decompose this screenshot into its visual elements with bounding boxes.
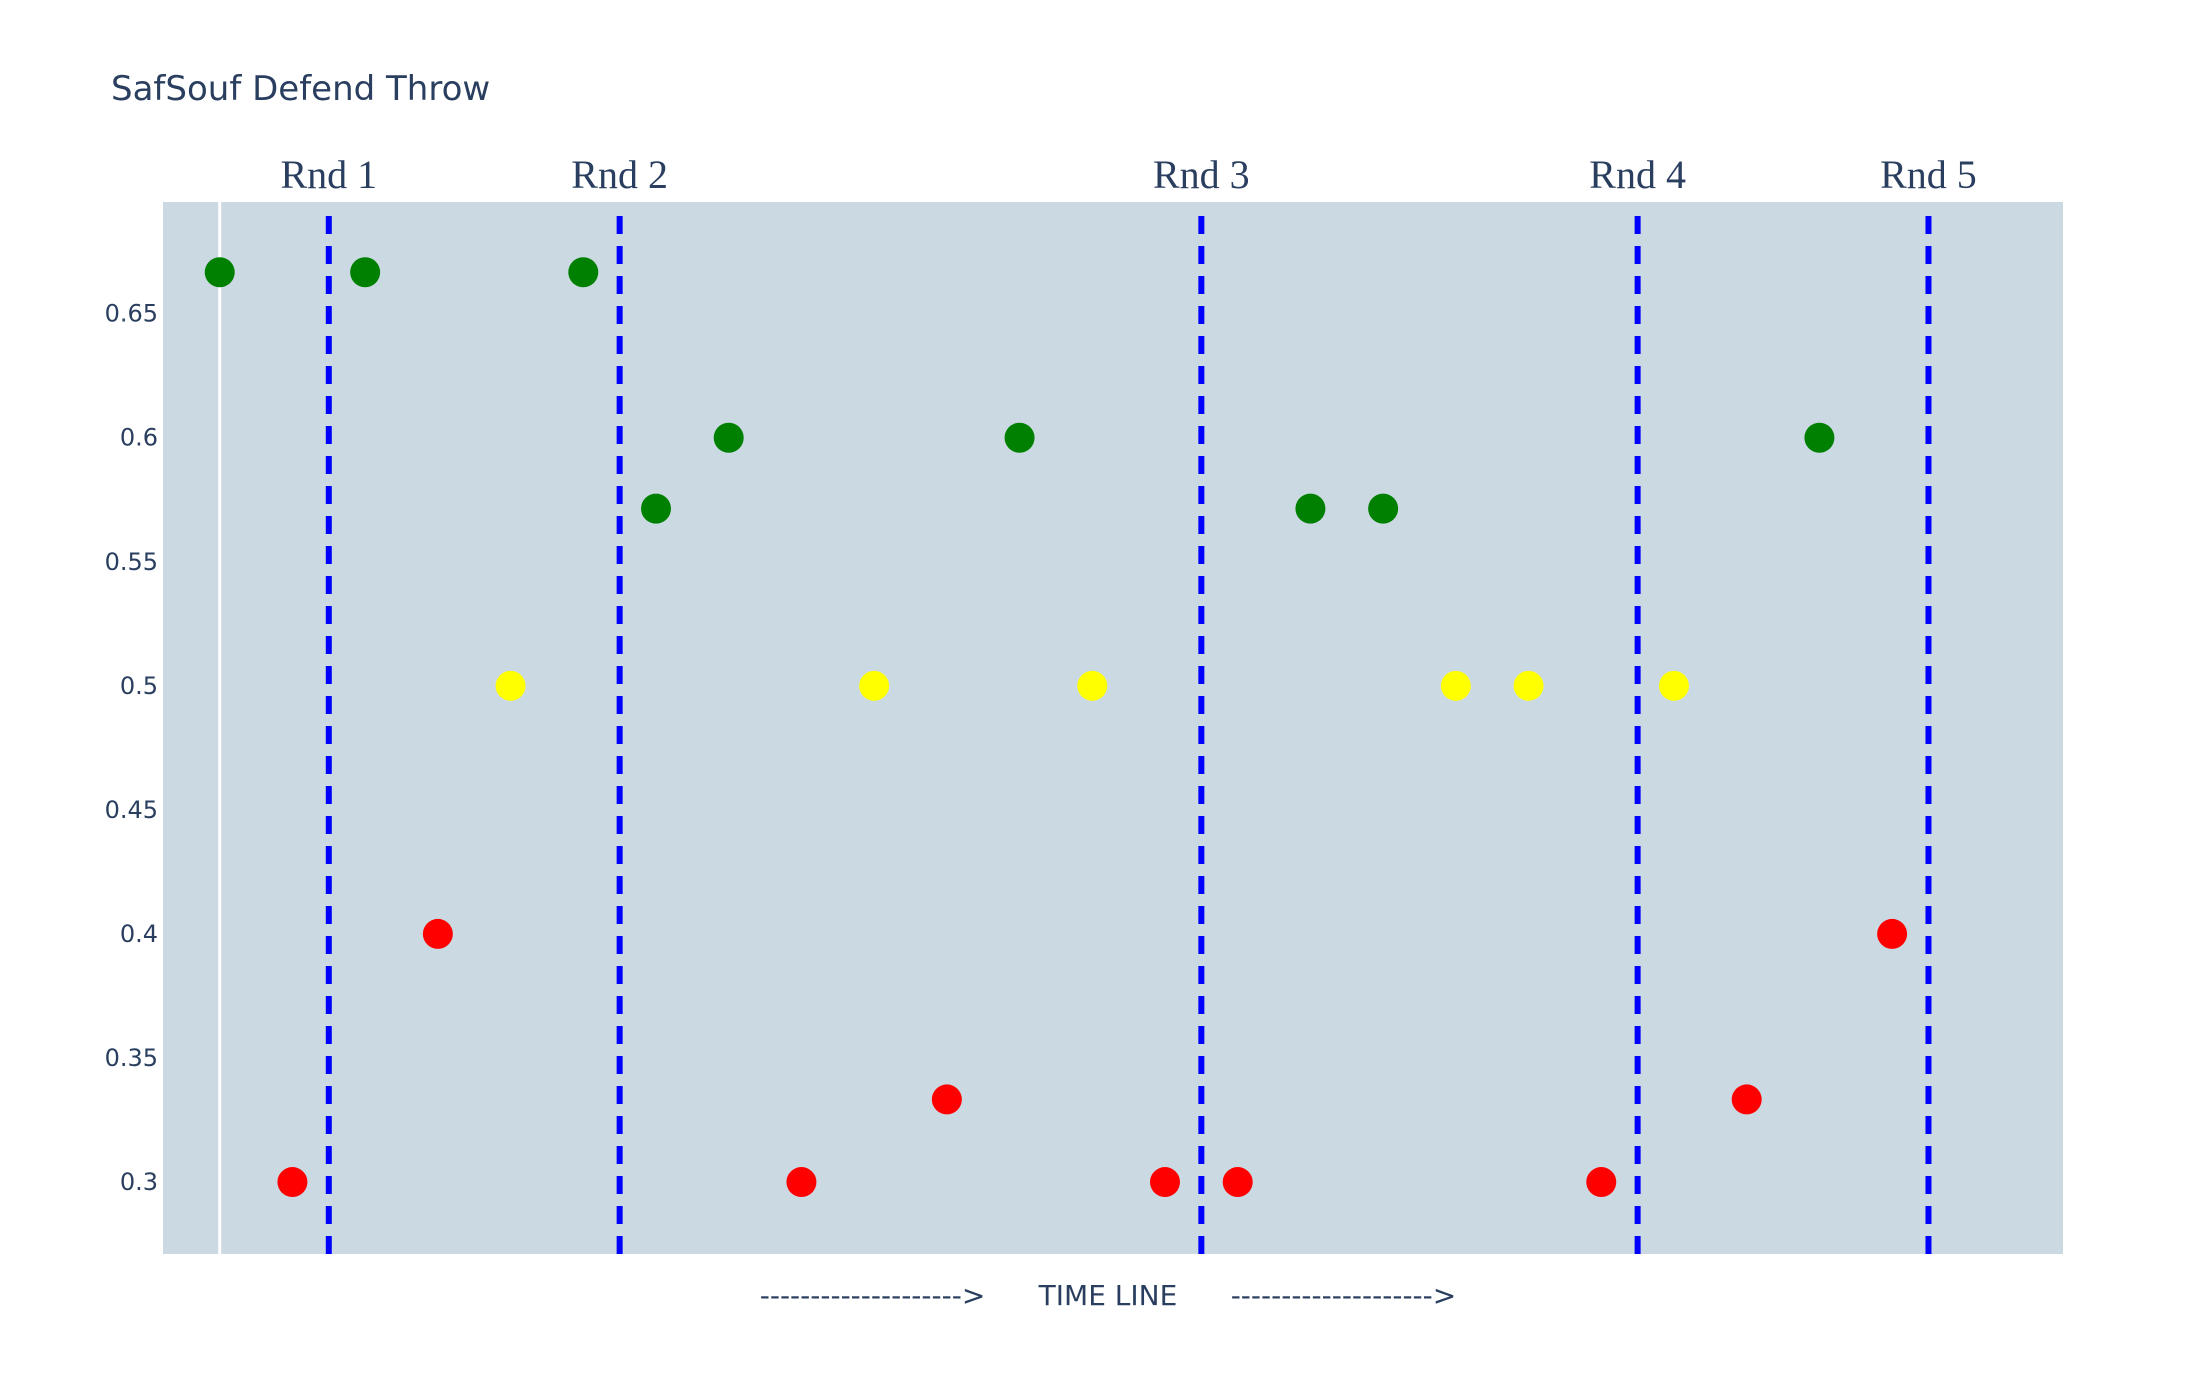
data-point: [1149, 1167, 1180, 1198]
y-tick-label: 0.45: [105, 796, 158, 824]
data-point: [1222, 1167, 1253, 1198]
data-points: [204, 257, 1908, 1198]
round-lines-layer: [325, 216, 1932, 1254]
x-axis-label: --------------------> TIME LINE --------…: [760, 1279, 1456, 1312]
round-label: Rnd 3: [1153, 152, 1250, 197]
y-tick-label: 0.35: [105, 1044, 158, 1072]
data-point: [1877, 918, 1908, 949]
data-point: [204, 257, 235, 288]
data-point: [568, 257, 599, 288]
y-tick-label: 0.65: [105, 300, 158, 328]
data-point: [422, 918, 453, 949]
data-point: [931, 1084, 962, 1115]
y-tick-label: 0.55: [105, 548, 158, 576]
data-point: [1658, 670, 1689, 701]
data-point: [1586, 1167, 1617, 1198]
data-point: [786, 1167, 817, 1198]
round-label: Rnd 4: [1589, 152, 1686, 197]
round-label: Rnd 2: [571, 152, 668, 197]
data-point: [350, 257, 381, 288]
data-point: [1368, 493, 1399, 524]
round-labels-layer: Rnd 1 Rnd 2 Rnd 3 Rnd 4 Rnd 5: [280, 152, 1976, 197]
y-tick-label: 0.3: [120, 1168, 158, 1196]
y-axis: 0.3 0.35 0.4 0.45 0.5 0.55 0.6 0.65: [105, 300, 158, 1196]
chart-title: SafSouf Defend Throw: [111, 69, 490, 109]
data-point: [713, 422, 744, 453]
data-point: [1440, 670, 1471, 701]
y-tick-label: 0.6: [120, 424, 158, 452]
data-point: [640, 493, 671, 524]
data-point: [1077, 670, 1108, 701]
data-point: [277, 1167, 308, 1198]
data-point: [1513, 670, 1544, 701]
data-point: [1731, 1084, 1762, 1115]
round-label: Rnd 5: [1880, 152, 1977, 197]
data-point: [1295, 493, 1326, 524]
y-tick-label: 0.5: [120, 672, 158, 700]
data-point: [495, 670, 526, 701]
data-point: [1004, 422, 1035, 453]
data-point: [1804, 422, 1835, 453]
round-label: Rnd 1: [280, 152, 377, 197]
data-point: [859, 670, 890, 701]
plot-area: [163, 202, 2063, 1254]
y-tick-label: 0.4: [120, 920, 158, 948]
